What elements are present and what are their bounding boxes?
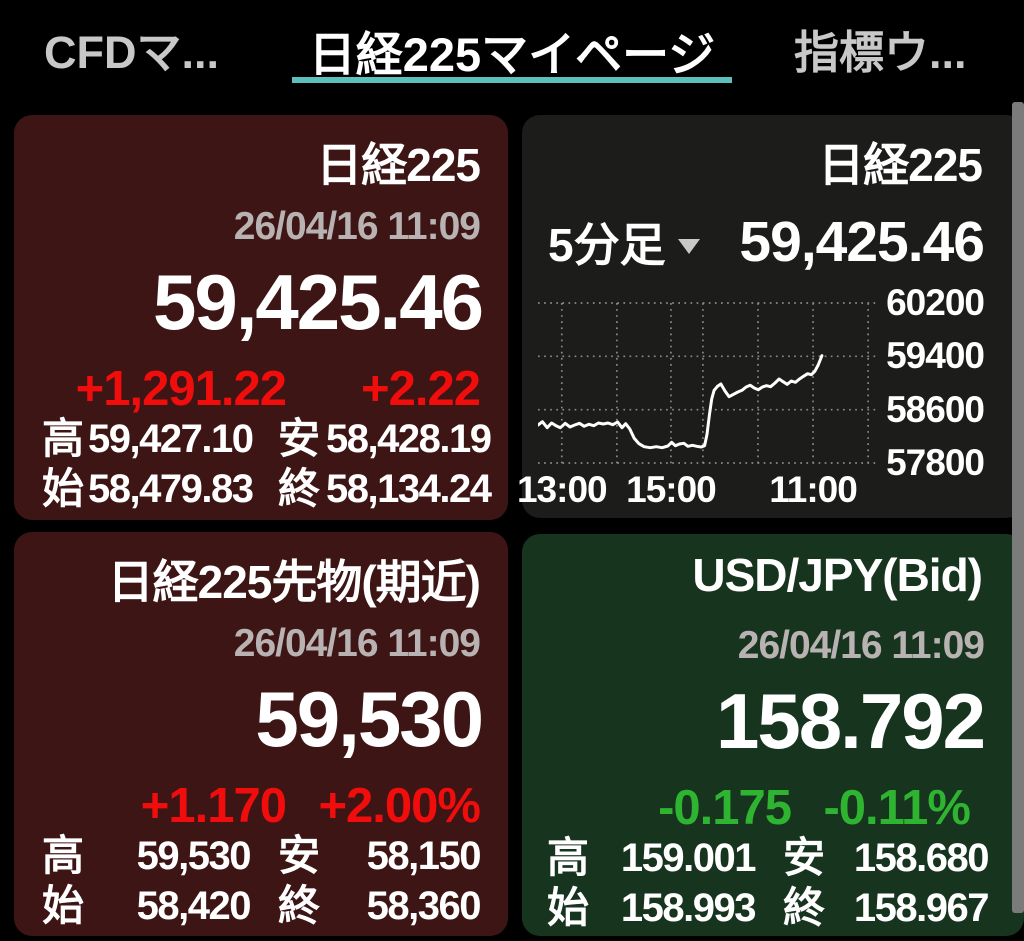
price-change: +1.170 — [140, 779, 287, 833]
change-row: -0.175 -0.11% — [522, 780, 1024, 836]
top-tab-bar: CFDマ... 日経225マイページ 指標ウ... — [0, 0, 1024, 100]
tab-nikkei225-mypage[interactable]: 日経225マイページ — [308, 28, 716, 81]
close-label: 終 — [278, 882, 321, 929]
change-row: +1,291.22 +2.22 — [14, 361, 508, 417]
low-value: 58,428.19 — [326, 417, 492, 461]
y-axis-tick: 60200 — [886, 282, 985, 323]
usdjpy-card[interactable]: USD/JPY(Bid) 26/04/16 11:09 158.792 -0.1… — [522, 534, 1024, 936]
last-price: 59,530 — [255, 675, 484, 763]
low-label: 安 — [278, 832, 321, 879]
nikkei225-chart-card[interactable]: 日経225 5分足 59,425.46 60200 59400 58600 57800… — [517, 115, 1024, 518]
interval-selector[interactable]: 5分足 — [548, 209, 700, 275]
price-change-percent: +2.22 — [361, 362, 481, 416]
nikkei225-futures-card[interactable]: 日経225先物(期近) 26/04/16 11:09 59,530 +1.170… — [14, 532, 508, 936]
high-value: 59,427.10 — [88, 417, 254, 461]
scrollbar[interactable] — [1012, 102, 1024, 913]
high-label: 高 — [547, 834, 590, 881]
close-value: 58,360 — [366, 884, 482, 928]
high-value: 59,530 — [136, 834, 252, 878]
card-title: 日経225 — [818, 139, 983, 191]
close-label: 終 — [278, 465, 321, 512]
card-title: USD/JPY(Bid) — [692, 549, 983, 601]
last-price: 59,425.46 — [739, 210, 985, 274]
tab-cfd-mypage[interactable]: CFDマ... — [44, 27, 219, 78]
close-label: 終 — [783, 884, 826, 931]
price-line-chart — [538, 302, 878, 467]
x-axis-tick: 11:00 — [769, 469, 858, 510]
card-datetime: 26/04/16 11:09 — [737, 624, 985, 667]
change-row: +1.170 +2.00% — [14, 778, 508, 834]
price-change-percent: +2.00% — [318, 779, 481, 833]
low-label: 安 — [278, 415, 321, 462]
open-label: 始 — [547, 884, 590, 931]
open-value: 158.993 — [620, 886, 757, 930]
last-price: 59,425.46 — [152, 258, 484, 346]
card-datetime: 26/04/16 11:09 — [233, 622, 481, 665]
y-axis-tick: 58600 — [886, 388, 985, 430]
chevron-down-icon — [677, 238, 700, 254]
low-value: 158.680 — [853, 836, 990, 880]
x-axis-tick: 15:00 — [626, 469, 717, 510]
tab-indicator-watch[interactable]: 指標ウ... — [794, 27, 967, 78]
price-change: +1,291.22 — [75, 362, 287, 416]
interval-label: 5分足 — [548, 219, 666, 271]
close-value: 58,134.24 — [326, 467, 492, 511]
high-label: 高 — [42, 832, 85, 879]
high-label: 高 — [42, 415, 85, 462]
close-value: 158.967 — [853, 886, 990, 930]
open-label: 始 — [42, 465, 85, 512]
price-change: -0.175 — [658, 781, 792, 835]
card-datetime: 26/04/16 11:09 — [233, 205, 481, 248]
card-title: 日経225 — [316, 139, 481, 191]
open-label: 始 — [42, 882, 85, 929]
ohlc-grid: 高 59,530 安 58,150 始 58,420 終 58,360 — [14, 832, 508, 930]
open-value: 58,479.83 — [88, 467, 254, 511]
ohlc-grid: 高 59,427.10 安 58,428.19 始 58,479.83 終 58… — [14, 415, 508, 513]
low-label: 安 — [783, 834, 826, 881]
ohlc-grid: 高 159.001 安 158.680 始 158.993 終 158.967 — [522, 834, 1024, 932]
y-axis-labels: 60200 59400 58600 57800 — [854, 115, 985, 518]
y-axis-tick: 59400 — [886, 335, 985, 377]
last-price: 158.792 — [716, 677, 986, 765]
open-value: 58,420 — [136, 884, 252, 928]
price-change-percent: -0.11% — [823, 781, 971, 835]
x-axis-tick: 13:00 — [516, 469, 608, 510]
high-value: 159.001 — [620, 836, 757, 880]
nikkei225-index-card[interactable]: 日経225 26/04/16 11:09 59,425.46 +1,291.22… — [14, 115, 508, 520]
y-axis-tick: 57800 — [886, 442, 985, 483]
card-title: 日経225先物(期近) — [107, 556, 481, 608]
chart-header: 5分足 59,425.46 — [548, 209, 985, 275]
active-tab-underline — [292, 77, 732, 83]
low-value: 58,150 — [366, 834, 482, 878]
